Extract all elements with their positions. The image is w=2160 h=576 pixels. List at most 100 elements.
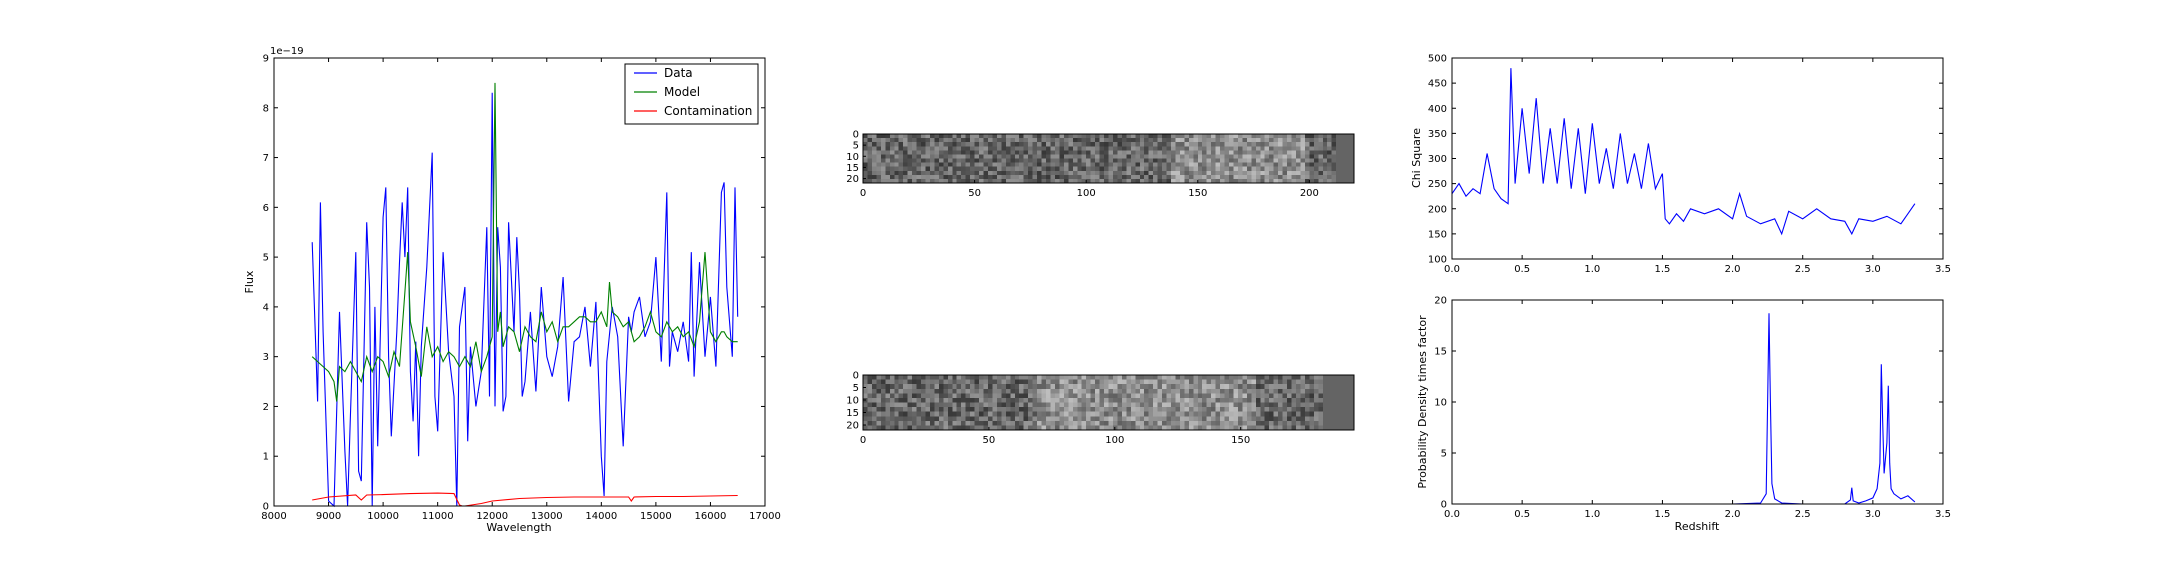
image-pixel <box>1295 154 1302 160</box>
image-pixel <box>1046 142 1052 147</box>
image-pixel <box>898 397 904 404</box>
image-pixel <box>1300 170 1306 176</box>
image-pixel <box>1108 379 1114 385</box>
image-pixel <box>1322 154 1328 160</box>
image-pixel <box>1229 142 1235 147</box>
image-pixel <box>1300 174 1306 180</box>
image-pixel <box>1251 384 1257 390</box>
image-pixel <box>894 166 900 172</box>
image-pixel <box>1050 178 1056 184</box>
image-pixel <box>1126 420 1132 427</box>
image-pixel <box>1255 384 1261 390</box>
image-pixel <box>1072 420 1078 427</box>
image-pixel <box>965 388 971 394</box>
image-pixel <box>1162 142 1168 147</box>
image-pixel <box>1130 420 1136 427</box>
image-pixel <box>1081 425 1087 431</box>
image-pixel <box>1166 411 1172 417</box>
image-pixel <box>925 178 931 184</box>
image-pixel <box>1162 178 1168 184</box>
image-pixel <box>1162 162 1168 168</box>
image-pixel <box>1005 388 1011 394</box>
image-pixel <box>974 425 980 431</box>
image-pixel <box>1233 402 1239 408</box>
image-pixel <box>912 393 918 399</box>
image-pixel <box>898 154 904 160</box>
image-pixel <box>867 375 873 381</box>
image-pixel <box>970 174 976 180</box>
image-pixel <box>983 420 989 427</box>
image-pixel <box>1340 379 1346 385</box>
image-pixel <box>1090 154 1096 160</box>
image-pixel <box>1246 170 1252 176</box>
image-pixel <box>1090 393 1096 399</box>
image-pixel <box>1340 162 1346 168</box>
image-pixel <box>1162 416 1168 422</box>
image-pixel <box>1005 420 1011 427</box>
image-pixel <box>1327 134 1333 139</box>
image-pixel <box>929 402 936 408</box>
image-pixel <box>1117 411 1123 417</box>
image-pixel <box>1291 393 1297 399</box>
image-pixel <box>1224 416 1230 422</box>
image-pixel <box>925 154 931 160</box>
image-pixel <box>1251 174 1257 180</box>
image-pixel <box>1059 162 1065 168</box>
image-pixel <box>1331 146 1337 151</box>
image-pixel <box>1327 154 1333 160</box>
image-pixel <box>1246 397 1252 404</box>
image-pixel <box>1014 150 1020 156</box>
image-pixel <box>1188 402 1194 408</box>
probability-ylabel: Probability Density times factor <box>1416 315 1429 489</box>
image-pixel <box>1104 134 1110 139</box>
image-pixel <box>983 158 989 164</box>
image-pixel <box>1099 402 1105 408</box>
image-pixel <box>871 402 877 408</box>
image-pixel <box>1193 402 1199 408</box>
image-pixel <box>1153 416 1159 422</box>
chi-square-panel: 0.0 0.5 1.0 1.5 2.0 2.5 3.0 3.5 100150200250300… <box>1410 54 1951 276</box>
image-pixel <box>1063 142 1069 147</box>
image-pixel <box>1242 142 1248 147</box>
image-pixel <box>912 397 918 404</box>
image-pixel <box>1331 134 1337 139</box>
image-pixel <box>1162 158 1168 164</box>
image-pixel <box>1139 402 1145 408</box>
image-pixel <box>1291 178 1297 184</box>
image-pixel <box>916 150 922 156</box>
image-pixel <box>1295 397 1302 404</box>
image-pixel <box>992 411 998 417</box>
image-pixel <box>1215 407 1221 413</box>
image-pixel <box>1188 142 1194 147</box>
image-pixel <box>880 425 886 431</box>
image-pixel <box>1237 170 1244 176</box>
y-tick-label: 5 <box>853 383 859 394</box>
image-pixel <box>1162 397 1168 404</box>
image-pixel <box>903 416 909 422</box>
image-pixel <box>1251 142 1257 147</box>
image-pixel <box>1264 174 1270 180</box>
image-pixel <box>885 397 891 404</box>
image-pixel <box>1264 393 1270 399</box>
image-pixel <box>1010 170 1016 176</box>
image-pixel <box>889 393 895 399</box>
image-pixel <box>916 170 922 176</box>
image-pixel <box>1063 146 1069 151</box>
image-pixel <box>871 154 877 160</box>
image-pixel <box>1001 393 1007 399</box>
image-pixel <box>1224 138 1230 143</box>
image-pixel <box>1104 402 1110 408</box>
image-pixel <box>1237 420 1244 427</box>
image-pixel <box>934 150 940 156</box>
image-pixel <box>1197 134 1203 139</box>
image-pixel <box>1242 166 1248 172</box>
image-pixel <box>1322 134 1328 139</box>
image-pixel <box>1148 402 1154 408</box>
image-pixel <box>1327 425 1333 431</box>
image-pixel <box>1304 146 1310 151</box>
image-pixel <box>1282 162 1288 168</box>
image-pixel <box>1300 178 1306 184</box>
image-pixel <box>1130 402 1136 408</box>
image-pixel <box>1233 397 1239 404</box>
image-pixel <box>1086 162 1092 168</box>
